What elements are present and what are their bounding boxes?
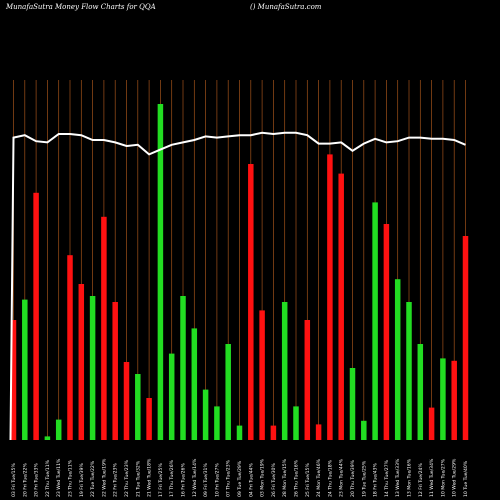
bar — [191, 328, 198, 440]
x-tick-label: 19 Tue Tue/25% — [361, 460, 367, 497]
bar — [315, 424, 322, 440]
bar — [78, 284, 85, 440]
bar — [89, 296, 96, 440]
x-tick-label: 22 Thu Tue/11% — [45, 459, 51, 497]
bar — [214, 406, 220, 440]
bar — [372, 202, 378, 440]
bar — [135, 374, 141, 440]
bar — [417, 344, 424, 440]
x-tick-label: 09 Fri Tue/31% — [203, 463, 209, 497]
bar — [180, 296, 186, 440]
bar — [168, 353, 175, 440]
x-tick-label: 16 Fri Tue/26% — [181, 463, 187, 497]
x-tick-label: 04 Fri Tue/44% — [248, 463, 254, 497]
bar — [248, 164, 254, 440]
x-tick-label: 28 Mon Tue/15% — [282, 458, 288, 497]
x-tick-label: 10 Fri Tue/27% — [214, 463, 220, 497]
bar — [157, 104, 164, 440]
bar — [293, 406, 299, 440]
bar — [44, 436, 51, 440]
x-tick-label: 09 Tue Tue/29% — [237, 460, 243, 497]
x-tick-label: 23 Wed Tue/11% — [56, 458, 62, 497]
bar — [383, 224, 390, 440]
x-tick-label: 20 Thu Tue/39% — [350, 459, 356, 497]
bar — [406, 302, 412, 440]
bar — [394, 279, 401, 440]
x-tick-label: 24 Mon Tue/46% — [316, 458, 322, 497]
bar — [123, 362, 130, 440]
bar — [451, 360, 457, 440]
x-tick-label: 21 Tue Tue/32% — [135, 460, 141, 497]
bar — [202, 389, 209, 440]
x-tick-label: 10 Mon Tue/27% — [440, 458, 446, 497]
bar — [349, 368, 356, 440]
x-tick-label: 26 Thu Tue/16% — [294, 459, 300, 497]
x-tick-label: 07 Thu Tue/23% — [226, 459, 232, 497]
x-tick-label: 11 Wed Tue/34% — [429, 458, 435, 497]
x-tick-label: 03 Mon Tue/19% — [260, 458, 266, 497]
bar — [270, 425, 277, 440]
bar — [10, 320, 17, 440]
x-tick-label: 24 Thu Tue/18% — [327, 459, 333, 497]
bar — [281, 302, 288, 440]
bar — [338, 173, 344, 440]
chart-title: MunafaSutra Money Flow Charts for QQA — [6, 3, 156, 11]
bar — [236, 425, 243, 440]
bar — [67, 255, 73, 440]
bar — [112, 302, 118, 440]
x-tick-label: 22 Fri Tue/23% — [113, 463, 119, 497]
bar — [327, 154, 333, 440]
x-tick-label: 22 Thu Tue/23% — [124, 459, 130, 497]
bar — [259, 310, 265, 440]
bar — [304, 320, 311, 440]
bar — [101, 216, 107, 440]
x-tick-label: 12 Fri Tue/24% — [418, 463, 424, 497]
x-tick-label: 22 Wed Tue/19% — [101, 458, 107, 497]
site-credit: () MunafaSutra.com — [250, 3, 322, 11]
x-tick-label: 13 Mon Tue/16% — [407, 458, 413, 497]
x-tick-label: 20 Fri Tue/33% — [34, 463, 40, 497]
bar — [146, 398, 152, 440]
bar — [22, 299, 28, 440]
x-tick-label: 10 Tue Tue/40% — [463, 460, 469, 497]
bar — [428, 407, 435, 440]
x-tick-label: 19 Fri Tue/39% — [79, 463, 85, 497]
bar — [55, 419, 62, 440]
x-tick-label: 23 Thu Tue/11% — [68, 459, 74, 497]
x-tick-label: 17 Fri Tue/25% — [158, 463, 164, 497]
x-tick-label: 21 Wed Tue/18% — [147, 458, 153, 497]
x-tick-label: 25 Fri Tue/15% — [305, 463, 311, 497]
x-tick-label: 23 Mon Tue/44% — [339, 458, 345, 497]
bar — [462, 236, 469, 440]
bar — [33, 192, 39, 440]
x-tick-label: 13 Wed Tue/33% — [395, 458, 401, 497]
bar — [361, 420, 367, 440]
x-tick-label: 10 Wed Tue/29% — [452, 458, 458, 497]
x-tick-label: 26 Fri Tue/30% — [271, 463, 277, 497]
x-tick-label: 14 Thu Tue/27% — [384, 459, 390, 497]
x-tick-label: 22 Tue Tue/22% — [90, 460, 96, 497]
x-tick-label: 03 Fri Tue/15% — [11, 463, 17, 497]
x-tick-label: 12 Wed Tue/14% — [192, 458, 198, 497]
x-tick-label: 18 Fri Tue/43% — [373, 463, 379, 497]
x-tick-label: 17 Thu Tue/26% — [169, 459, 175, 497]
money-flow-line — [9, 131, 466, 441]
bar — [225, 344, 231, 440]
bar — [440, 358, 446, 440]
x-tick-label: 20 Fri Tue/22% — [22, 463, 28, 497]
